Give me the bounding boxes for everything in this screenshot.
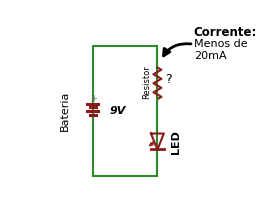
Text: 20mA: 20mA — [194, 51, 226, 61]
Bar — [93, 46, 158, 176]
Text: Bateria: Bateria — [60, 91, 70, 131]
Text: ?: ? — [165, 73, 172, 86]
Text: LED: LED — [171, 130, 180, 154]
Text: +: + — [90, 94, 98, 103]
Text: Corrente:: Corrente: — [194, 26, 257, 39]
Text: 9V: 9V — [109, 106, 125, 116]
Text: Menos de: Menos de — [194, 39, 247, 49]
Text: Resistor: Resistor — [142, 65, 151, 98]
